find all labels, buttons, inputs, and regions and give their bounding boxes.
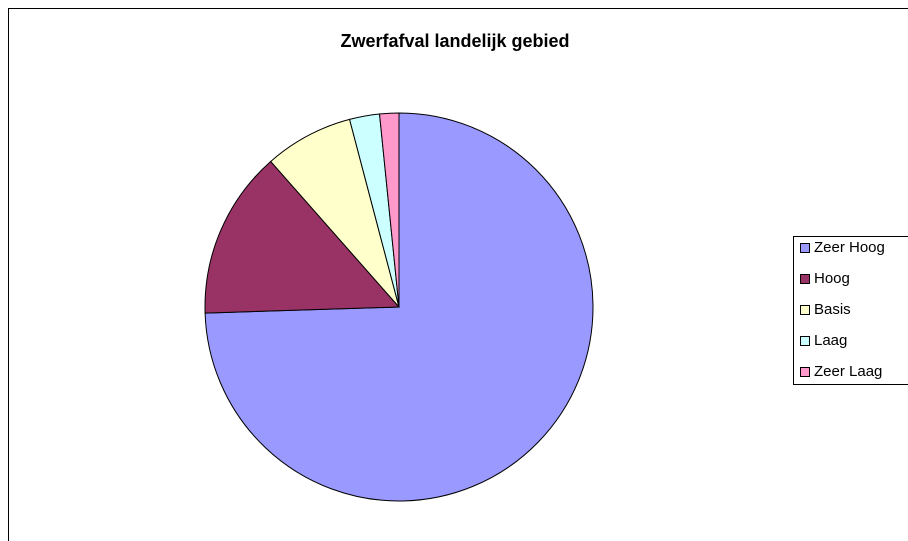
legend-swatch xyxy=(800,243,810,253)
legend-box xyxy=(793,236,908,385)
legend-swatch xyxy=(800,367,810,377)
legend-label: Zeer Hoog xyxy=(814,239,885,256)
legend-label: Basis xyxy=(814,301,851,318)
pie-slice xyxy=(204,160,401,314)
chart-title: Zwerfafval landelijk gebied xyxy=(340,31,569,51)
legend-swatch xyxy=(800,305,810,315)
legend-label: Laag xyxy=(814,332,847,349)
legend-swatch xyxy=(800,336,810,346)
pie-slice xyxy=(378,112,400,308)
legend-swatch xyxy=(800,274,810,284)
legend-label: Zeer Laag xyxy=(814,363,882,380)
legend-label: Hoog xyxy=(814,270,850,287)
